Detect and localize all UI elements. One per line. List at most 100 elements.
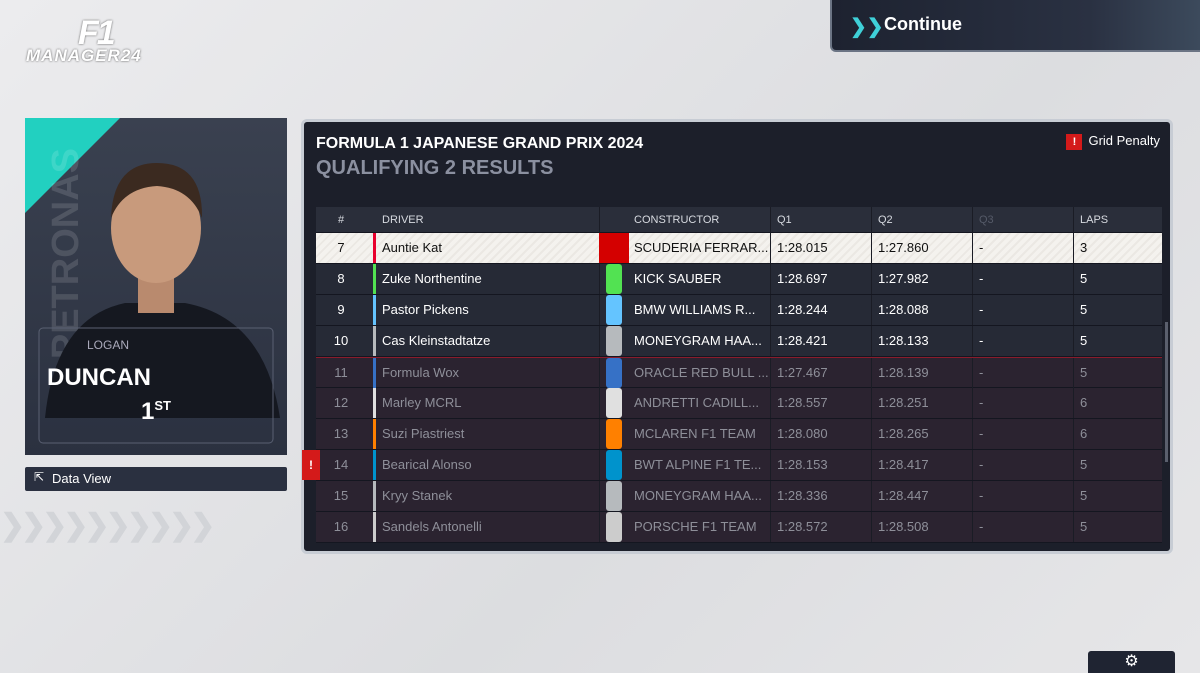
constructor-logo	[606, 388, 622, 418]
result-row[interactable]: 8 Zuke Northentine KICK SAUBER 1:28.697 1:27…	[316, 264, 1162, 295]
laps: 5	[1073, 326, 1162, 356]
laps: 6	[1073, 388, 1162, 418]
constructor-name: MONEYGRAM HAA...	[599, 481, 769, 511]
result-row[interactable]: 13 Suzi Piastriest MCLAREN F1 TEAM 1:28.080…	[316, 419, 1162, 450]
team-color-bar	[373, 450, 376, 480]
column-header: Q1	[770, 207, 870, 233]
q3-time: -	[972, 481, 1072, 511]
penalty-icon: !	[302, 450, 320, 480]
q3-time: -	[972, 233, 1072, 263]
result-row[interactable]: 12 Marley MCRL ANDRETTI CADILL... 1:28.557 1…	[316, 388, 1162, 419]
driver-name: Sandels Antonelli	[382, 519, 482, 534]
constructor-name: MCLAREN F1 TEAM	[599, 419, 769, 449]
team-color-bar	[373, 295, 376, 325]
q3-time: -	[972, 419, 1072, 449]
position: 11	[334, 365, 348, 380]
laps: 5	[1073, 481, 1162, 511]
results-panel: FORMULA 1 JAPANESE GRAND PRIX 2024 QUALI…	[301, 119, 1173, 554]
constructor-logo	[606, 326, 622, 356]
constructor-name: ORACLE RED BULL ...	[599, 358, 769, 388]
logo-subtitle: MANAGER24	[26, 46, 142, 65]
continue-button[interactable]: ❯❯ Continue	[830, 0, 1200, 52]
q2-time: 1:28.251	[871, 388, 971, 418]
laps: 6	[1073, 419, 1162, 449]
logo-brand: F1	[78, 14, 116, 52]
constructor-logo	[606, 419, 622, 449]
data-view-button[interactable]: ⇱ Data View	[25, 467, 287, 491]
q2-time: 1:28.508	[871, 512, 971, 542]
constructor-logo	[606, 512, 622, 542]
position: 12	[333, 395, 349, 410]
constructor-name: ANDRETTI CADILL...	[599, 388, 769, 418]
q1-time: 1:28.080	[770, 419, 870, 449]
position: 8	[337, 271, 345, 286]
data-view-label: Data View	[52, 471, 112, 486]
driver-name: Pastor Pickens	[382, 302, 469, 317]
result-row[interactable]: 9 Pastor Pickens BMW WILLIAMS R... 1:28.244…	[316, 295, 1162, 326]
position: 14	[333, 457, 349, 472]
driver-name: Zuke Northentine	[382, 271, 482, 286]
constructor-name: BWT ALPINE F1 TE...	[599, 450, 769, 480]
legend-label: Grid Penalty	[1088, 133, 1160, 148]
q3-time: -	[972, 326, 1072, 356]
constructor-name: PORSCHE F1 TEAM	[599, 512, 769, 542]
result-row[interactable]: 7 Auntie Kat SCUDERIA FERRAR... 1:28.015 1:2…	[316, 233, 1162, 264]
continue-label: Continue	[884, 14, 962, 34]
column-header: DRIVER	[382, 214, 424, 226]
team-color-bar	[373, 388, 376, 418]
q3-time: -	[972, 295, 1072, 325]
position: 15	[333, 488, 349, 503]
q1-time: 1:28.421	[770, 326, 870, 356]
header-row: # DRIVER CONSTRUCTOR Q1 Q2 Q3 LAPS	[316, 207, 1162, 233]
decoration: ❯❯❯❯❯❯❯❯❯❯	[0, 509, 215, 542]
driver-name: Suzi Piastriest	[382, 426, 465, 441]
q1-time: 1:28.153	[770, 450, 870, 480]
position-suffix: ST	[154, 398, 171, 413]
team-color-bar	[373, 419, 376, 449]
position: 7	[337, 240, 345, 255]
result-row[interactable]: 10 Cas Kleinstadtatze MONEYGRAM HAA... 1:28…	[316, 326, 1162, 357]
chevron-icon: ❯❯	[850, 16, 884, 38]
team-color-bar	[373, 358, 376, 388]
legend: ! Grid Penalty	[1066, 133, 1160, 150]
result-row[interactable]: 11 Formula Wox ORACLE RED BULL ... 1:27.467…	[316, 357, 1162, 388]
position-number: 1	[141, 398, 155, 425]
penalty-icon: !	[1066, 134, 1083, 150]
q2-time: 1:28.447	[871, 481, 971, 511]
driver-last-name: DUNCAN	[47, 364, 151, 391]
driver-first-name: LOGAN	[87, 338, 130, 352]
team-corner	[25, 118, 120, 213]
laps: 5	[1073, 512, 1162, 542]
constructor-logo	[606, 264, 622, 294]
driver-name: Formula Wox	[382, 365, 460, 380]
q1-time: 1:28.557	[770, 388, 870, 418]
driver-position: 1ST	[25, 398, 287, 426]
q2-time: 1:28.088	[871, 295, 971, 325]
scrollbar[interactable]	[1165, 322, 1168, 462]
settings-button[interactable]: ⚙	[1088, 651, 1175, 673]
result-row[interactable]: 16 Sandels Antonelli PORSCHE F1 TEAM 1:28.5…	[316, 512, 1162, 543]
position: 9	[337, 302, 345, 317]
laps: 3	[1073, 233, 1162, 263]
constructor-logo	[606, 358, 622, 388]
driver-name: Auntie Kat	[382, 240, 442, 255]
constructor-logo	[606, 481, 622, 511]
q3-time: -	[972, 450, 1072, 480]
result-row[interactable]: 14 Bearical Alonso BWT ALPINE F1 TE... 1:28…	[302, 450, 1162, 481]
constructor-name: KICK SAUBER	[599, 264, 769, 294]
team-color-bar	[373, 481, 376, 511]
q1-time: 1:28.697	[770, 264, 870, 294]
q1-time: 1:28.336	[770, 481, 870, 511]
team-color-bar	[373, 264, 376, 294]
constructor-name: MONEYGRAM HAA...	[599, 326, 769, 356]
q3-time: -	[972, 358, 1072, 388]
position: 10	[333, 333, 349, 348]
column-header: #	[337, 214, 345, 226]
q2-time: 1:27.982	[871, 264, 971, 294]
column-header: LAPS	[1073, 207, 1162, 233]
result-row[interactable]: 15 Kryy Stanek MONEYGRAM HAA... 1:28.336 1:2…	[316, 481, 1162, 512]
laps: 5	[1073, 358, 1162, 388]
logo: F1 MANAGER24	[26, 14, 196, 66]
external-icon: ⇱	[34, 470, 45, 484]
